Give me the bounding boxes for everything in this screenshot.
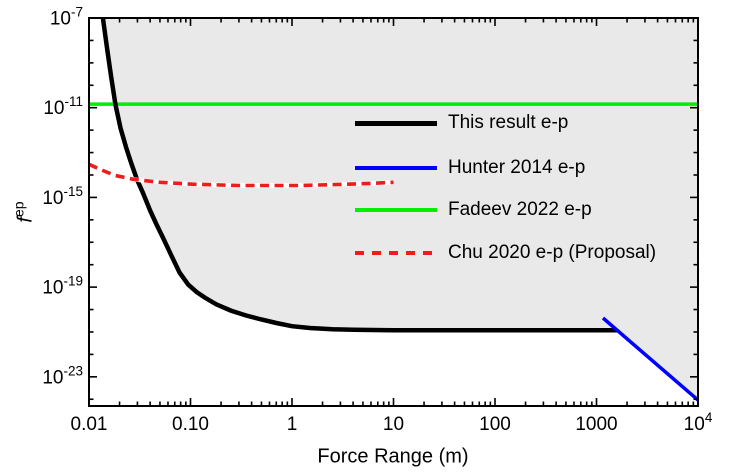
x-tick-label: 1 — [287, 414, 298, 435]
curve-this-result — [100, 18, 618, 333]
x-axis-title: Force Range (m) — [317, 445, 469, 468]
legend-label-fadeev-2022: Fadeev 2022 e-p — [448, 199, 592, 220]
plot-border — [88, 17, 699, 407]
x-tick-label: 0.10 — [172, 414, 209, 435]
y-tick-label: 10-11 — [43, 94, 83, 119]
x-tick-label: 0.01 — [71, 414, 108, 435]
legend-item-hunter-2014: Hunter 2014 e-p — [355, 155, 695, 181]
legend-label-hunter-2014: Hunter 2014 e-p — [448, 157, 586, 178]
legend-line-sample-chu-2020 — [355, 251, 437, 255]
legend-label-this-result: This result e-p — [448, 112, 569, 133]
y-tick-label: 10-23 — [42, 363, 83, 388]
legend-line-sample-hunter-2014 — [355, 166, 437, 170]
curve-chu-2020 — [89, 162, 394, 188]
x-tick-label: 10 — [383, 414, 404, 435]
legend-item-fadeev-2022: Fadeev 2022 e-p — [355, 197, 695, 223]
y-axis-title-base: f — [14, 217, 37, 223]
legend-item-chu-2020: Chu 2020 e-p (Proposal) — [355, 240, 695, 266]
y-axis-title-superscript: ep — [10, 201, 27, 218]
y-tick-label: 10-7 — [50, 5, 83, 30]
legend-item-this-result: This result e-p — [355, 110, 695, 136]
legend-label-chu-2020: Chu 2020 e-p (Proposal) — [448, 242, 657, 263]
x-tick-label: 1000 — [575, 414, 617, 435]
y-axis-title: fep — [11, 201, 38, 222]
x-tick-label: 104 — [684, 410, 713, 435]
legend-line-sample-fadeev-2022 — [355, 208, 437, 212]
curve-hunter-2014 — [601, 316, 698, 402]
x-tick-label: 100 — [479, 414, 511, 435]
legend-line-sample-this-result — [355, 120, 437, 126]
y-tick-label: 10-19 — [42, 274, 83, 299]
y-tick-label: 10-15 — [42, 184, 83, 209]
